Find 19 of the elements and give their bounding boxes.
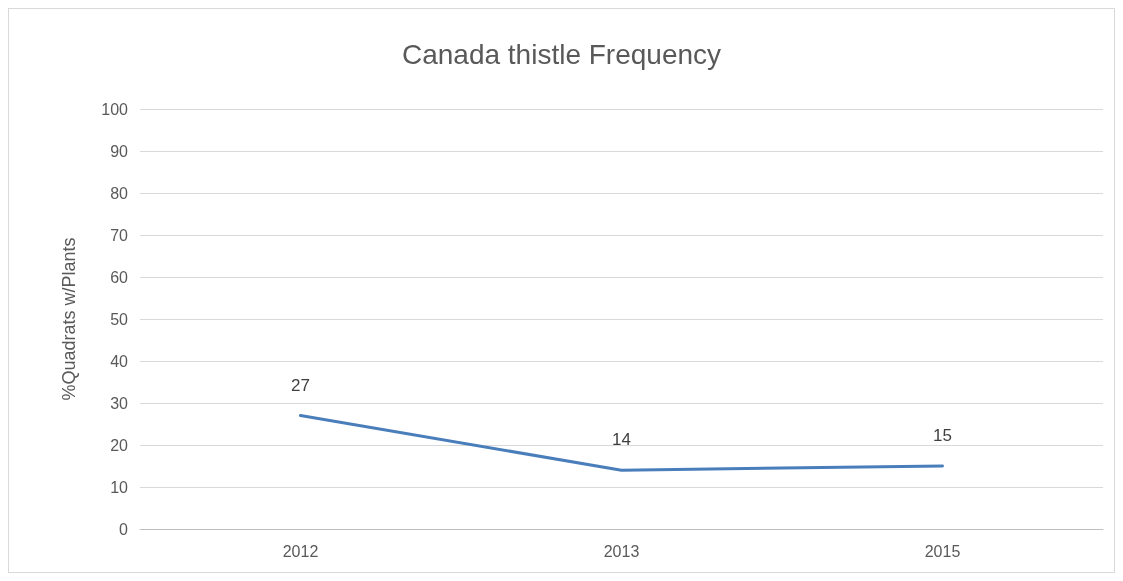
x-tick-label: 2012 <box>282 542 319 560</box>
y-tick-label: 70 <box>110 226 129 244</box>
chart-title: Canada thistle Frequency <box>401 38 722 70</box>
y-tick-label: 90 <box>110 142 129 160</box>
y-tick-label: 100 <box>101 100 129 118</box>
y-tick-label: 60 <box>110 268 129 286</box>
y-tick-label: 40 <box>110 352 129 370</box>
data-label: 27 <box>291 375 310 395</box>
y-tick-label: 10 <box>110 478 129 496</box>
y-tick-label: 50 <box>110 310 129 328</box>
y-tick-label: 0 <box>119 520 129 538</box>
y-tick-label: 80 <box>110 184 129 202</box>
data-label: 14 <box>612 430 631 450</box>
y-tick-label: 30 <box>110 394 129 412</box>
data-label: 15 <box>933 426 952 445</box>
x-tick-label: 2013 <box>603 542 640 560</box>
y-tick-label: 20 <box>110 436 129 454</box>
y-axis-title: %Quadrats w/Plants <box>59 237 79 401</box>
x-tick-label: 2015 <box>924 542 961 560</box>
